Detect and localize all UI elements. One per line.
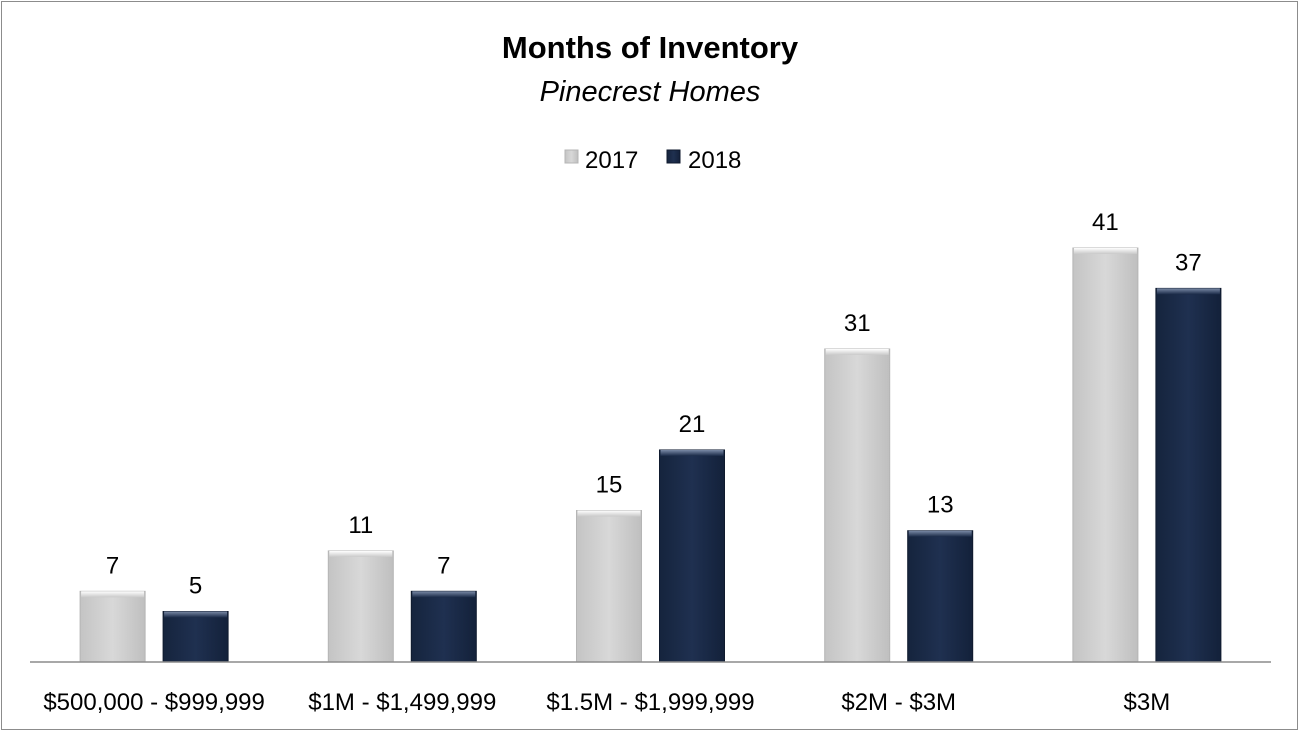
legend-label-2018: 2018 [688,147,741,174]
bar-2018-0 [162,611,229,663]
x-tick-labels: $500,000 - $999,999 $1M - $1,499,999 $1.5M… [43,689,1170,716]
data-label-2018-2: 21 [679,411,706,438]
bar-2018-2 [659,449,725,663]
legend: 2017 2018 [564,147,741,174]
data-label-2017-4: 41 [1092,209,1119,236]
bar-bevel-2018-4 [1156,288,1220,295]
legend-label-2017: 2017 [585,147,638,174]
chart-subtitle: Pinecrest Homes [540,76,761,108]
bar-bevel-2017-4 [1073,248,1137,254]
bar-bevel-2017-0 [81,591,145,598]
bar-bevel-2018-0 [164,611,228,618]
bar-2017-0 [79,590,146,663]
legend-swatch-2017 [564,149,579,164]
bars-group [79,247,1222,663]
bar-bevel-2017-2 [577,510,641,517]
data-label-2018-0: 5 [189,573,202,600]
x-tick-label-3: $2M - $3M [841,689,956,716]
bar-bevel-2018-1 [412,591,476,598]
bar-bevel-2018-2 [660,449,724,456]
bar-2017-4 [1072,247,1139,663]
data-label-2017-0: 7 [106,552,119,579]
data-label-2018-1: 7 [437,552,450,579]
data-label-2017-1: 11 [348,512,373,539]
x-tick-label-2: $1.5M - $1,999,999 [546,689,754,716]
data-label-2018-3: 13 [927,492,954,519]
data-label-2017-2: 15 [596,472,623,499]
x-tick-label-4: $3M [1124,689,1171,716]
x-tick-label-0: $500,000 - $999,999 [43,689,265,716]
bar-2018-4 [1155,287,1222,663]
x-tick-label-1: $1M - $1,499,999 [308,689,496,716]
bar-bevel-2017-1 [329,550,393,557]
bar-2017-2 [576,510,642,663]
bar-2017-3 [824,348,891,663]
bar-2018-3 [907,530,974,663]
bar-bevel-2017-3 [825,348,889,355]
bar-2018-1 [410,590,477,663]
bar-2017-1 [327,550,394,663]
data-label-2017-3: 31 [844,310,871,337]
data-label-2018-4: 37 [1175,249,1202,276]
legend-swatch-2018 [666,149,681,164]
data-labels-group: 7 5 11 7 15 21 31 13 41 37 [106,209,1202,600]
chart-title: Months of Inventory [502,30,799,65]
bar-bevel-2018-3 [908,530,972,537]
